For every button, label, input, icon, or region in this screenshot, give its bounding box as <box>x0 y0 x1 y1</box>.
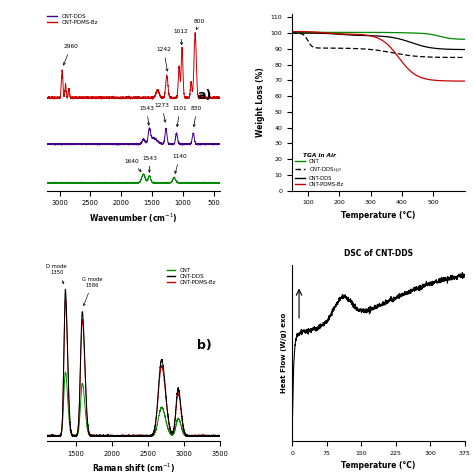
Text: 1101: 1101 <box>173 106 187 127</box>
Text: a): a) <box>197 89 212 102</box>
Y-axis label: Heat Flow (W/g) exo: Heat Flow (W/g) exo <box>281 312 287 393</box>
Text: 1012: 1012 <box>173 29 188 45</box>
X-axis label: Temperature (°C): Temperature (°C) <box>341 461 416 470</box>
Text: 1242: 1242 <box>156 47 171 71</box>
Y-axis label: Weight Loss (%): Weight Loss (%) <box>256 67 265 137</box>
Legend: CNT, CNT-DDS, CNT-PDMS-Bz: CNT, CNT-DDS, CNT-PDMS-Bz <box>166 267 217 285</box>
Text: 1640: 1640 <box>124 159 141 172</box>
Text: 2960: 2960 <box>63 44 78 65</box>
Text: D mode
1350: D mode 1350 <box>46 264 67 283</box>
X-axis label: Temperature (°C): Temperature (°C) <box>341 211 416 220</box>
Legend: CNT-DDS, CNT-PDMS-Bz: CNT-DDS, CNT-PDMS-Bz <box>47 13 99 26</box>
Title: DSC of CNT-DDS: DSC of CNT-DDS <box>344 249 413 258</box>
Text: 800: 800 <box>194 19 205 30</box>
Text: 830: 830 <box>191 106 202 127</box>
Text: b): b) <box>197 339 212 352</box>
Text: 1273: 1273 <box>155 103 169 122</box>
Legend: CNT, CNT-DDS$_{H_2O}$, CNT-DDS, CNT-PDMS-Bz: CNT, CNT-DDS$_{H_2O}$, CNT-DDS, CNT-PDMS… <box>295 152 345 188</box>
Text: 1543: 1543 <box>142 155 157 172</box>
Text: G mode
1586: G mode 1586 <box>82 277 103 306</box>
Text: 1543: 1543 <box>139 106 154 125</box>
Text: 1140: 1140 <box>173 154 187 173</box>
X-axis label: Raman shift (cm$^{-1}$): Raman shift (cm$^{-1}$) <box>92 462 175 474</box>
X-axis label: Wavenumber (cm$^{-1}$): Wavenumber (cm$^{-1}$) <box>89 212 178 225</box>
